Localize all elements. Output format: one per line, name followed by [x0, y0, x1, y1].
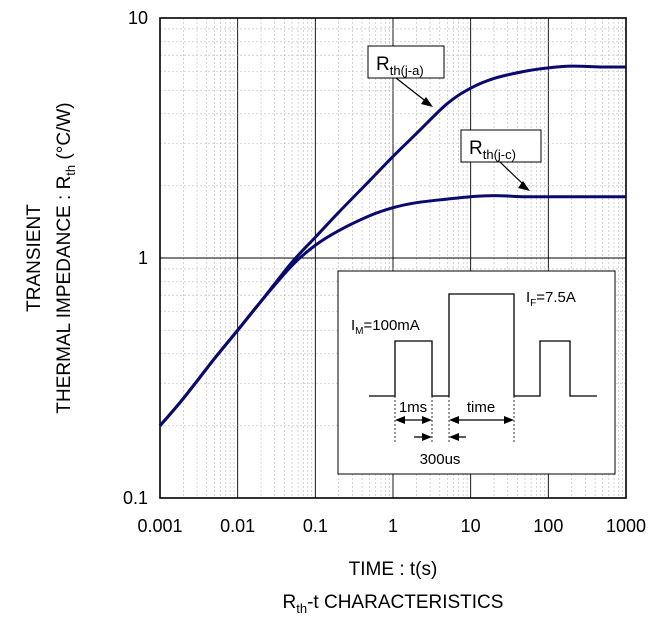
x-tick-label: 1000 — [606, 516, 646, 536]
series-label-box-jc — [460, 129, 542, 163]
series-label-box-ja — [367, 45, 445, 79]
inset-if-label: IF=7.5A — [526, 289, 576, 309]
inset-1ms-label: 1ms — [399, 399, 427, 416]
series-label-jc: Rth(j-c) — [460, 129, 542, 191]
x-tick-label: 0.01 — [220, 516, 255, 536]
series-pointer-head-jc — [518, 181, 530, 191]
y-axis-label-line2: THERMAL IMPEDANCE : Rth (°C/W) — [54, 102, 78, 413]
chart-title: Rth-t CHARACTERISTICS — [283, 592, 504, 616]
x-tick-label: 10 — [461, 516, 481, 536]
inset-time-label: time — [467, 399, 495, 416]
x-tick-label: 0.1 — [303, 516, 328, 536]
arrow-1ms-head-r — [422, 416, 432, 424]
series-pointer-ja — [395, 77, 429, 104]
inset-diagram: IM=100mA IF=7.5A 1ms time 300us — [337, 270, 616, 475]
series-pointer-head-ja — [421, 97, 433, 107]
inset-300us-label: 300us — [420, 451, 461, 468]
pulse-waveform — [369, 293, 597, 397]
series-label-jc: Rth(j-c) — [469, 138, 516, 162]
y-tick-label: 0.1 — [123, 488, 148, 508]
y-axis-label: TRANSIENT THERMAL IMPEDANCE : Rth (°C/W) — [24, 102, 78, 413]
y-tick-label: 10 — [128, 8, 148, 28]
plot-frame — [159, 17, 627, 499]
arrow-300us-head-r — [449, 433, 459, 441]
arrow-time-head-l — [449, 416, 459, 424]
inset-im-label: IM=100mA — [351, 317, 420, 337]
y-axis-label-line1: TRANSIENT — [24, 204, 45, 312]
series-label-ja: Rth(j-a) — [376, 54, 424, 78]
arrow-300us-head-l — [422, 433, 432, 441]
x-tick-label: 100 — [533, 516, 563, 536]
tick-labels: 0.001 0.01 0.1 1 10 100 1000 0.1 1 10 — [123, 8, 646, 536]
x-axis-label: TIME : t(s) — [349, 559, 438, 580]
x-tick-label: 0.001 — [137, 516, 182, 536]
arrow-time-head-r — [504, 416, 514, 424]
inset-box — [337, 270, 616, 475]
arrow-1ms-head-l — [395, 416, 405, 424]
series-label-jа: Rth(j-a) — [367, 45, 445, 107]
x-tick-label: 1 — [388, 516, 398, 536]
series-group — [158, 64, 627, 427]
y-tick-label: 1 — [138, 248, 148, 268]
series-pointer-jc — [499, 161, 526, 187]
series-line-rth-jc — [158, 194, 626, 427]
